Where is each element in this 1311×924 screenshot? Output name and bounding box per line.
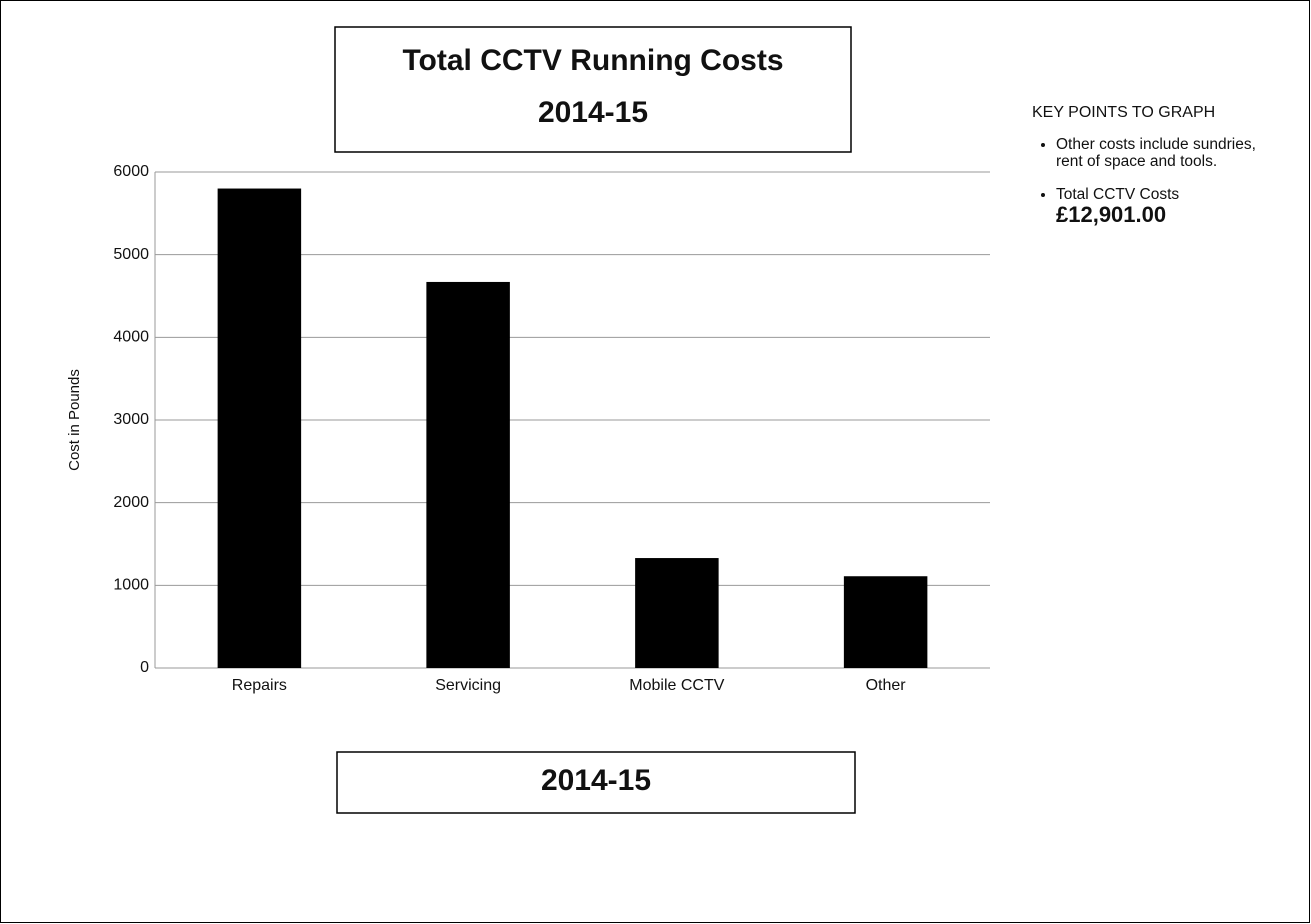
- bar: [217, 188, 302, 669]
- key-points-title: KEY POINTS TO GRAPH: [1032, 104, 1216, 121]
- y-tick-label: 5000: [113, 246, 149, 263]
- bar: [843, 576, 928, 668]
- x-tick-label: Repairs: [232, 677, 287, 694]
- bar: [426, 281, 510, 668]
- title-box: [334, 26, 852, 153]
- x-label-box: [336, 751, 856, 814]
- key-points: KEY POINTS TO GRAPH Other costs include …: [1032, 104, 1272, 239]
- x-tick-label: Servicing: [435, 677, 501, 694]
- x-axis-label: 2014-15: [541, 764, 651, 797]
- chart-title: Total CCTV Running Costs: [402, 44, 783, 77]
- x-tick-label: Other: [866, 677, 907, 694]
- bar: [635, 558, 719, 668]
- x-tick-label: Mobile CCTV: [629, 677, 724, 694]
- y-axis-label: Cost in Pounds: [66, 369, 83, 471]
- y-tick-label: 4000: [113, 329, 149, 346]
- key-point-text: Total CCTV Costs: [1056, 186, 1180, 203]
- y-tick-label: 3000: [113, 411, 149, 428]
- key-points-list: Other costs include sundries, rent of sp…: [1032, 136, 1272, 227]
- y-tick-label: 0: [140, 659, 149, 676]
- key-point-text: Other costs include sundries, rent of sp…: [1056, 136, 1256, 170]
- key-point: Total CCTV Costs £12,901.00: [1056, 186, 1272, 227]
- y-tick-label: 1000: [113, 577, 149, 594]
- key-point: Other costs include sundries, rent of sp…: [1056, 136, 1272, 170]
- chart-subtitle: 2014-15: [538, 96, 648, 129]
- key-point-total: £12,901.00: [1056, 202, 1167, 227]
- y-tick-label: 6000: [113, 163, 149, 180]
- y-tick-label: 2000: [113, 494, 149, 511]
